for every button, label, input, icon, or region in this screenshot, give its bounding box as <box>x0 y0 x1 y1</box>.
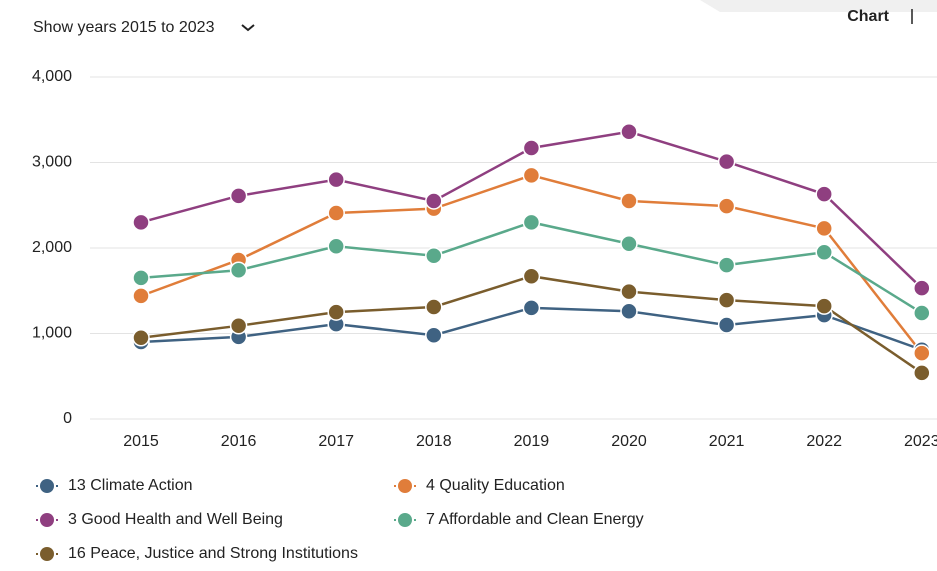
data-point <box>132 329 150 347</box>
legend-item[interactable]: 7 Affordable and Clean Energy <box>394 511 644 528</box>
x-tick-label: 2019 <box>514 433 550 450</box>
data-point <box>717 152 736 171</box>
data-point <box>132 269 150 287</box>
data-point <box>620 192 638 210</box>
y-tick-label: 3,000 <box>32 154 72 171</box>
legend-label: 7 Affordable and Clean Energy <box>426 511 644 528</box>
data-point <box>522 166 541 185</box>
y-tick-label: 0 <box>63 410 72 427</box>
data-point <box>717 256 736 274</box>
legend-item[interactable]: 13 Climate Action <box>36 477 193 494</box>
legend-marker <box>40 547 54 561</box>
data-point <box>522 299 541 317</box>
legend-label: 13 Climate Action <box>68 477 193 494</box>
legend-marker <box>398 513 412 527</box>
data-point <box>229 261 248 279</box>
y-tick-label: 2,000 <box>32 239 72 256</box>
data-point <box>132 287 150 305</box>
data-point <box>327 170 345 189</box>
data-point <box>620 122 638 141</box>
y-tick-label: 1,000 <box>32 325 72 342</box>
data-point <box>815 219 833 238</box>
data-point <box>717 197 736 215</box>
legend-item[interactable]: 16 Peace, Justice and Strong Institution… <box>36 545 358 562</box>
data-point <box>913 344 931 362</box>
x-tick-label: 2015 <box>123 433 159 450</box>
data-point <box>229 317 248 335</box>
data-point <box>913 304 931 322</box>
data-point <box>620 302 638 321</box>
legend-marker <box>40 479 54 493</box>
data-point <box>327 237 345 256</box>
data-point <box>913 279 931 297</box>
data-point <box>717 316 736 334</box>
legend-label: 4 Quality Education <box>426 477 565 494</box>
x-tick-label: 2020 <box>611 433 647 450</box>
data-point <box>522 213 541 232</box>
data-point <box>425 298 443 316</box>
x-tick-label: 2017 <box>318 433 354 450</box>
data-point <box>327 204 345 222</box>
data-point <box>522 139 541 157</box>
chart-view-tab[interactable]: Chart <box>847 8 889 25</box>
data-point <box>229 187 248 205</box>
x-tick-label: 2021 <box>709 433 745 450</box>
data-point <box>620 234 638 253</box>
legend-label: 16 Peace, Justice and Strong Institution… <box>68 545 358 562</box>
legend-item[interactable]: 3 Good Health and Well Being <box>36 511 283 528</box>
x-tick-label: 2018 <box>416 433 452 450</box>
data-point <box>717 291 736 309</box>
legend-item[interactable]: 4 Quality Education <box>394 477 565 494</box>
top-shade <box>700 0 937 12</box>
data-point <box>327 303 345 321</box>
x-tick-label: 2022 <box>806 433 842 450</box>
data-point <box>815 297 833 315</box>
data-point <box>132 213 150 232</box>
data-point <box>913 364 931 382</box>
year-filter[interactable]: Show years 2015 to 2023 <box>33 19 215 36</box>
data-point <box>815 185 833 203</box>
x-tick-label: 2023 <box>904 433 937 450</box>
data-point <box>425 246 443 265</box>
data-point <box>815 243 833 262</box>
data-point <box>425 192 443 210</box>
legend-marker <box>398 479 412 493</box>
chevron <box>241 24 255 32</box>
year-dropdown[interactable]: Show years 2015 to 2023 <box>33 19 255 36</box>
y-tick-label: 4,000 <box>32 68 72 85</box>
legend-marker <box>40 513 54 527</box>
data-point <box>620 282 638 301</box>
data-point <box>522 267 541 285</box>
data-point <box>425 326 443 344</box>
x-tick-label: 2016 <box>221 433 257 450</box>
legend-label: 3 Good Health and Well Being <box>68 511 283 528</box>
